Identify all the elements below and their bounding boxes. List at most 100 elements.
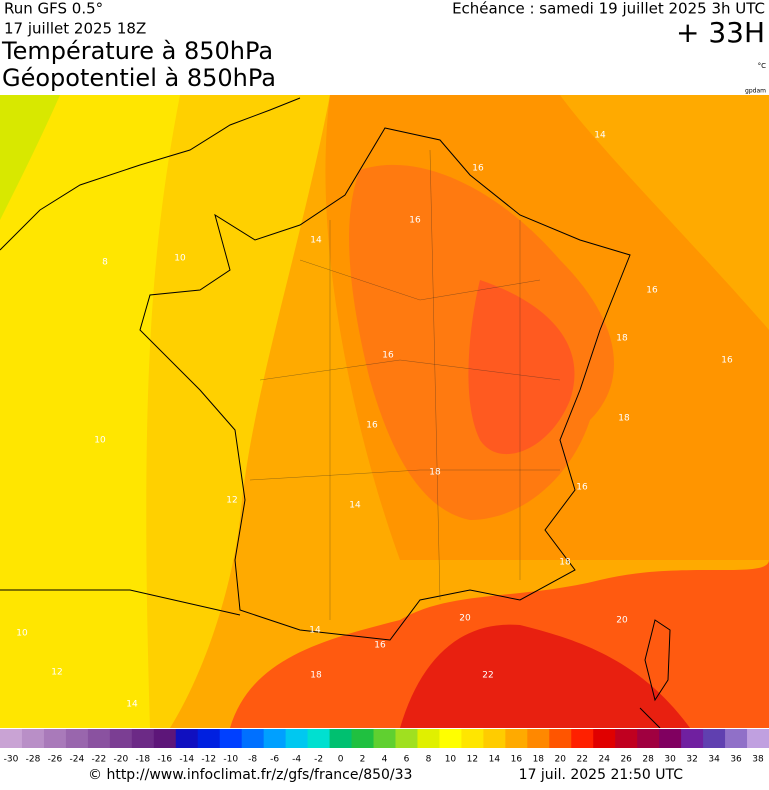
zone	[400, 624, 690, 728]
colorbar-cell	[417, 729, 440, 748]
colorbar-cell	[175, 729, 199, 748]
contour-label: 18	[429, 468, 441, 478]
contour-label: 14	[349, 501, 361, 511]
colorbar-cell	[263, 729, 287, 748]
contour-label: 10	[94, 436, 106, 446]
colorbar-label: 14	[489, 755, 501, 765]
colorbar-cell	[659, 729, 682, 748]
colorbar-label: 18	[533, 755, 545, 765]
contour-label: 16	[646, 286, 658, 296]
colorbar-label: -6	[270, 755, 279, 765]
colorbar-label: -10	[223, 755, 238, 765]
colorbar-cell	[109, 729, 133, 748]
colorbar-cell	[285, 729, 309, 748]
colorbar-cell	[197, 729, 221, 748]
subtitle: Géopotentiel à 850hPa	[2, 64, 276, 92]
credit: gpdam	[745, 88, 766, 95]
colorbar-cell	[87, 729, 111, 748]
unit: °C	[758, 62, 767, 70]
colorbar-label: -12	[201, 755, 216, 765]
colorbar-cell	[65, 729, 89, 748]
colorbar-cell	[329, 729, 353, 748]
contour-label: 16	[472, 164, 484, 174]
contour-label: 16	[374, 641, 386, 651]
colorbar-label: 4	[382, 755, 388, 765]
contour-label: 16	[721, 356, 733, 366]
contour-label: 16	[366, 421, 378, 431]
lead-time: + 33H	[676, 16, 765, 49]
colorbar-cell	[439, 729, 462, 748]
colorbar-cell	[241, 729, 265, 748]
colorbar-label: 8	[426, 755, 432, 765]
colorbar-label: -22	[92, 755, 107, 765]
colorbar-label: 30	[664, 755, 676, 765]
contour-label: 20	[459, 614, 471, 624]
run-date: 17 juillet 2025 18Z	[4, 20, 146, 38]
colorbar: -30 -28 -26 -24 -22 -20 -18 -16 -14 -12 -10 -8 -6 -4-…	[0, 729, 769, 765]
colorbar-label: -30	[4, 755, 19, 765]
run: Run GFS 0.5°	[4, 0, 103, 18]
colorbar-cell	[395, 729, 418, 748]
colorbar-cell	[593, 729, 616, 748]
contour-label: 20	[616, 616, 628, 626]
colorbar-label: 0	[338, 755, 344, 765]
zone	[0, 95, 180, 728]
colorbar-label: 12	[467, 755, 478, 765]
colorbar-cell	[747, 729, 769, 748]
contour-label: 16	[382, 351, 394, 361]
footer-url: © http://www.infoclimat.fr/z/gfs/france/…	[88, 767, 412, 783]
colorbar-cell	[725, 729, 748, 748]
contour-labels: 14 16 16 14 10 8 16 18 16 16 18 16 10 18 16 12 14 18 20 20 1…	[16, 131, 733, 710]
colorbar-cell	[131, 729, 155, 748]
contour-label: 12	[226, 496, 237, 506]
contour-label: 14	[126, 700, 138, 710]
zone	[0, 95, 60, 220]
colorbar-cell	[505, 729, 528, 748]
map: 14 16 16 14 10 8 16 18 16 16 18 16 10 18 16 12 14 18 20 20 1…	[0, 95, 769, 728]
colorbar-cell	[219, 729, 243, 748]
contour-label: 8	[102, 258, 108, 268]
colorbar-label: -26	[48, 755, 63, 765]
colorbar-cell	[21, 729, 45, 748]
contour-label: 16	[576, 483, 588, 493]
colorbar-label: -24	[70, 755, 85, 765]
colorbar-label: -8	[248, 755, 257, 765]
colorbar-cell	[571, 729, 594, 748]
contour-label: 14	[594, 131, 606, 141]
colorbar-label: 20	[555, 755, 567, 765]
contour-label: 10	[16, 629, 28, 639]
echeance: Echéance : samedi 19 juillet 2025 3h UTC	[452, 0, 765, 18]
colorbar-cell	[351, 729, 375, 748]
colorbar-label: 2	[360, 755, 366, 765]
colorbar-cell	[483, 729, 506, 748]
title: Température à 850hPa	[1, 37, 273, 65]
colorbar-label: -20	[113, 755, 128, 765]
contour-label: 10	[174, 254, 186, 264]
colorbar-label: -14	[179, 755, 194, 765]
contour-label: 12	[51, 668, 62, 678]
contour-label: 14	[310, 236, 322, 246]
borders	[249, 149, 561, 620]
colorbar-label: 10	[445, 755, 457, 765]
contour-label: 16	[409, 216, 421, 226]
colorbar-label: -28	[26, 755, 41, 765]
colorbar-label: 32	[686, 755, 697, 765]
colorbar-label: 34	[708, 755, 720, 765]
colorbar-cell	[681, 729, 704, 748]
colorbar-cell	[373, 729, 396, 748]
colorbar-cell	[153, 729, 177, 748]
colorbar-label: 28	[642, 755, 654, 765]
colorbar-label: 22	[577, 755, 588, 765]
colorbar-cell	[637, 729, 660, 748]
contour-label: 18	[310, 671, 322, 681]
contour-label: 22	[482, 671, 493, 681]
contour-label: 18	[559, 558, 571, 568]
colorbar-label: -18	[135, 755, 150, 765]
colorbar-cell	[703, 729, 726, 748]
colorbar-cell	[307, 729, 331, 748]
footer-time: 17 juil. 2025 21:50 UTC	[519, 767, 684, 783]
colorbar-label: 6	[404, 755, 410, 765]
colorbar-label: 16	[511, 755, 523, 765]
zone	[468, 280, 575, 455]
